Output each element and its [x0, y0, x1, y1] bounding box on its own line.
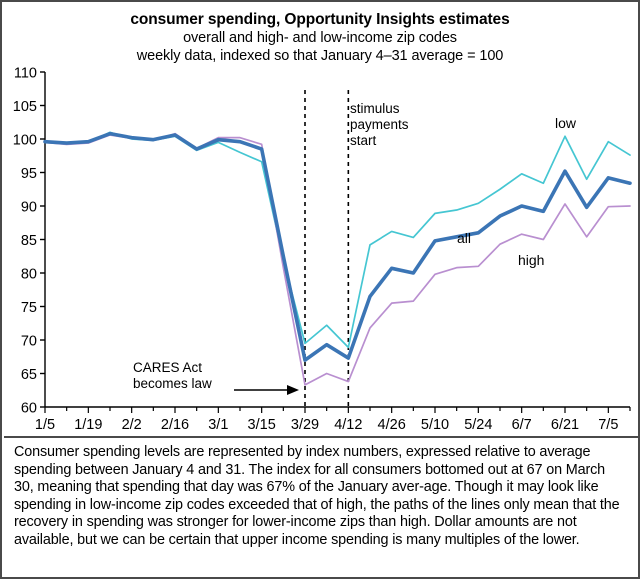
- caption-text: Consumer spending levels are represented…: [14, 444, 620, 548]
- chart-subtitle-2: weekly data, indexed so that January 4–3…: [136, 48, 504, 64]
- x-axis-tick-label: 4/12: [334, 417, 362, 433]
- y-axis-tick-label: 80: [21, 267, 37, 283]
- y-axis-tick-label: 105: [13, 99, 37, 115]
- y-axis-tick-label: 110: [14, 66, 37, 82]
- x-axis-tick-label: 6/21: [551, 417, 579, 433]
- cares-annotation: CARES Act becomes law: [133, 360, 212, 391]
- y-axis-tick-label: 70: [21, 334, 37, 350]
- x-axis-tick-label: 3/1: [208, 417, 228, 433]
- x-axis-tick-label: 2/2: [122, 417, 142, 433]
- x-axis-tick-label: 1/19: [74, 417, 102, 433]
- y-axis-tick-label: 90: [21, 200, 37, 216]
- x-axis-tick-label: 3/29: [291, 417, 319, 433]
- x-axis-tick-label: 3/15: [248, 417, 276, 433]
- y-axis-tick-label: 60: [21, 401, 37, 417]
- x-axis-tick-label: 5/24: [464, 417, 492, 433]
- series-label-all: all: [457, 230, 472, 246]
- y-axis-tick-label: 75: [21, 300, 37, 316]
- figure-caption: Consumer spending levels are represented…: [4, 436, 638, 579]
- series-line-all: [43, 131, 632, 362]
- series-label-high: high: [518, 252, 545, 268]
- y-axis-tick-label: 100: [13, 133, 37, 149]
- stimulus-annotation: stimulus payments start: [350, 101, 409, 148]
- y-axis-tick-label: 65: [21, 367, 37, 383]
- series-label-low: low: [555, 115, 577, 131]
- chart-title: consumer spending, Opportunity Insights …: [130, 11, 510, 28]
- x-axis-tick-label: 2/16: [161, 417, 189, 433]
- chart-canvas: 60 65 70 75 80 85 90 95 100 105 110 1/5 1/19 2/2 2/16 3…: [13, 66, 632, 433]
- chart-subtitle-1: overall and high- and low-income zip cod…: [183, 30, 457, 46]
- x-axis-tick-label: 4/26: [378, 417, 406, 433]
- cares-arrow-head: [287, 385, 299, 395]
- x-axis-tick-label: 1/5: [35, 417, 55, 433]
- x-axis-tick-label: 5/10: [421, 417, 449, 433]
- y-axis-tick-label: 95: [21, 166, 37, 182]
- plot-area: 60 65 70 75 80 85 90 95 100 105 110 1/5 1/19 2/2 2/16 3…: [2, 2, 638, 434]
- x-axis-tick-label: 7/5: [598, 417, 618, 433]
- y-axis-tick-label: 85: [21, 233, 37, 249]
- chart-titles: consumer spending, Opportunity Insights …: [2, 10, 638, 65]
- x-axis-tick-label: 6/7: [512, 417, 532, 433]
